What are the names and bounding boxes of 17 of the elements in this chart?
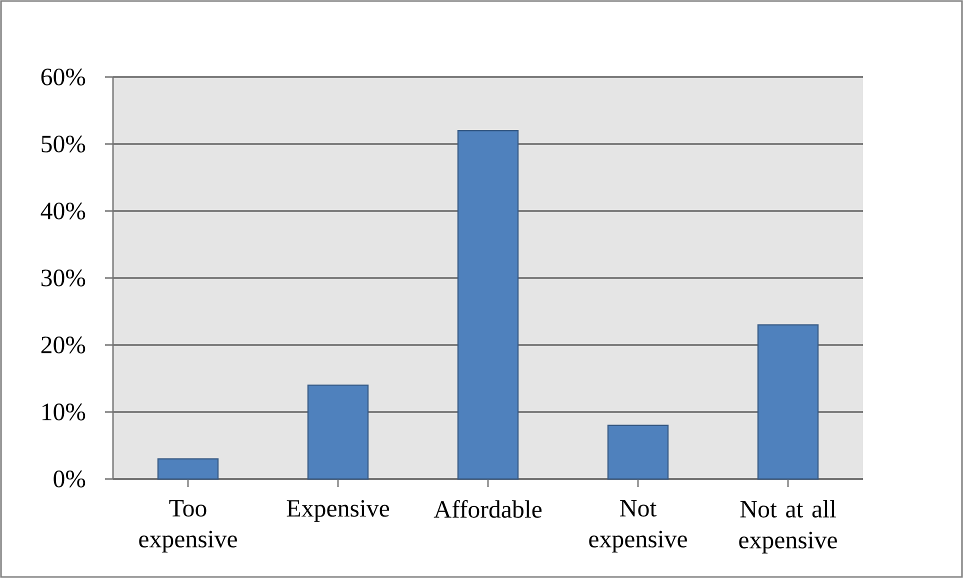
y-tick-label: 30% — [41, 270, 86, 286]
y-tick-label: 0% — [54, 470, 86, 488]
x-tick-label: Expensive — [286, 500, 390, 522]
bar — [157, 458, 219, 480]
x-tick-label: Affordable — [434, 500, 542, 518]
y-tick-label: 10% — [42, 404, 86, 420]
y-tick-label: 60% — [41, 68, 86, 86]
y-tick-label: 50% — [42, 136, 86, 152]
bar — [307, 384, 369, 480]
bar — [757, 324, 819, 480]
x-tick-label: Not expensive — [589, 500, 687, 553]
x-tick-label: Too expensive — [139, 500, 237, 553]
y-tick-label: 40% — [40, 202, 86, 220]
bar — [457, 130, 519, 480]
bar — [607, 424, 669, 480]
y-tick-label: 20% — [41, 336, 86, 354]
x-tick-label: Not at all expensive — [739, 500, 837, 554]
